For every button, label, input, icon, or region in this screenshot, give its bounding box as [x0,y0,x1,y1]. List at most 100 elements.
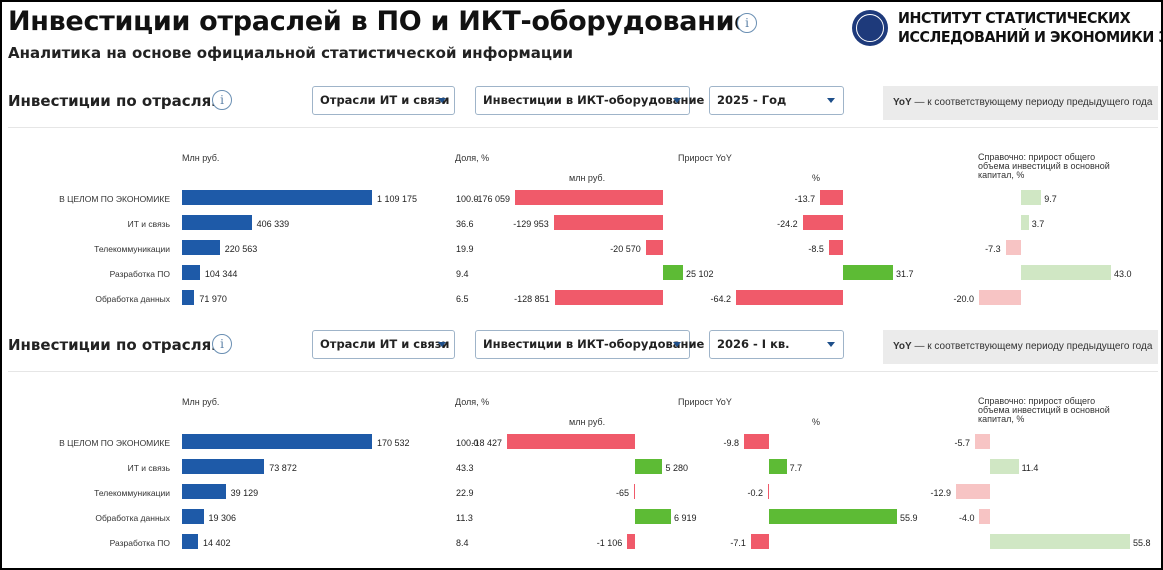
investment-type-dropdown-value: Инвестиции в ИКТ-оборудование [483,93,705,107]
chevron-down-icon [438,342,446,347]
header-share: Доля, % [455,397,490,407]
volume-value: 73 872 [269,463,297,473]
yoy-pct-value: 55.9 [900,513,918,523]
logo-line-2: ИССЛЕДОВАНИЙ И ЭКОНОМИКИ ЗНАНИЙ [898,28,1161,46]
row-category: Обработка данных [95,294,170,304]
volume-bar [182,509,204,524]
volume-bar [182,215,252,230]
reference-value: -20.0 [953,294,974,304]
yoy-pct-bar [828,240,843,255]
chevron-down-icon [673,98,681,103]
hse-seal-icon [852,10,888,46]
volume-bar [182,240,220,255]
yoy-rub-value: -176 059 [474,194,510,204]
reference-value: 55.8 [1133,538,1151,548]
volume-bar [182,459,265,474]
share-value: 11.3 [456,513,473,523]
page-subtitle: Аналитика на основе официальной статисти… [8,44,574,62]
section-info-icon[interactable]: i [212,90,232,110]
period-dropdown[interactable]: 2026 - I кв. [709,330,844,359]
yoy-pct-bar [820,190,843,205]
volume-bar [182,265,200,280]
volume-bar [182,534,199,549]
share-value: 100.0 [456,438,479,448]
investment-type-dropdown[interactable]: Инвестиции в ИКТ-оборудование [475,330,704,359]
yoy-pct-value: -64.2 [710,294,731,304]
yoy-pct-value: -9.8 [723,438,739,448]
section-divider [8,127,1158,128]
section-info-icon[interactable]: i [212,334,232,354]
row-category: ИТ и связь [127,219,170,229]
row-category: ИТ и связь [127,463,170,473]
row-category: Телекоммуникации [94,244,170,254]
reference-value: -12.9 [930,488,951,498]
investment-type-dropdown[interactable]: Инвестиции в ИКТ-оборудование [475,86,704,115]
header-growth-rub: млн руб. [569,173,606,183]
reference-value: 11.4 [1021,463,1039,473]
volume-bar [182,434,372,449]
header-volume: Млн руб. [182,397,220,407]
yoy-pct-bar [750,534,769,549]
yoy-note-text: — к соответствующему периоду предыдущего… [911,97,1153,108]
share-value: 8.4 [456,538,469,548]
yoy-rub-value: 5 280 [665,463,688,473]
yoy-pct-bar [769,459,787,474]
yoy-pct-value: -7.1 [730,538,746,548]
row-category: Разработка ПО [109,538,170,548]
row-category: Телекоммуникации [94,488,170,498]
reference-value: -5.7 [954,438,970,448]
share-value: 9.4 [456,269,469,279]
header-volume: Млн руб. [182,153,220,163]
volume-value: 220 563 [224,244,258,254]
yoy-pct-value: -24.2 [777,219,798,229]
yoy-pct-bar [736,290,843,305]
yoy-rub-value: -65 [615,488,629,498]
share-value: 6.5 [456,294,469,304]
yoy-note: YoY — к соответствующему периоду предыду… [883,86,1158,120]
yoy-rub-bar [663,265,683,280]
yoy-pct-value: 7.7 [789,463,803,473]
yoy-rub-bar [515,190,663,205]
chevron-down-icon [438,98,446,103]
reference-bar [990,459,1019,474]
header-growth: Прирост YoY [678,153,732,163]
industry-dropdown[interactable]: Отрасли ИТ и связи [312,330,455,359]
yoy-rub-value: -20 570 [610,244,641,254]
period-dropdown-value: 2026 - I кв. [717,337,790,351]
section-title: Инвестиции по отраслям [8,336,224,354]
industry-dropdown[interactable]: Отрасли ИТ и связи [312,86,455,115]
page-title: Инвестиции отраслей в ПО и ИКТ-оборудова… [8,6,753,37]
volume-value: 19 306 [208,513,237,523]
volume-bar [182,484,226,499]
yoy-rub-value: -18 427 [471,438,502,448]
header-growth-pct: % [812,173,821,183]
yoy-rub-value: -129 953 [513,219,549,229]
reference-value: -4.0 [958,513,975,523]
info-icon[interactable]: i [737,13,757,33]
reference-bar [974,434,990,449]
yoy-rub-value: -1 106 [596,538,623,548]
chevron-down-icon [673,342,681,347]
volume-value: 170 532 [377,438,410,448]
yoy-pct-bar [768,484,769,499]
header-share: Доля, % [455,153,490,163]
yoy-pct-value: -13.7 [794,194,816,204]
yoy-pct-bar [843,265,893,280]
industry-dropdown-value: Отрасли ИТ и связи [320,337,450,351]
yoy-note-term: YoY [893,97,912,108]
yoy-note-text: — к соответствующему периоду предыдущего… [911,341,1153,352]
reference-bar [1005,240,1021,255]
yoy-rub-value: 6 919 [674,513,697,523]
yoy-rub-bar [507,434,635,449]
industry-dropdown-value: Отрасли ИТ и связи [320,93,450,107]
yoy-pct-bar [744,434,769,449]
reference-value: 43.0 [1114,269,1132,279]
volume-bar [182,290,195,305]
yoy-rub-bar [635,459,663,474]
row-category: Обработка данных [95,513,170,523]
yoy-rub-value: 25 102 [686,269,714,279]
reference-bar [1021,265,1111,280]
period-dropdown[interactable]: 2025 - Год [709,86,844,115]
investment-type-dropdown-value: Инвестиции в ИКТ-оборудование [483,337,705,351]
volume-value: 104 344 [204,269,238,279]
